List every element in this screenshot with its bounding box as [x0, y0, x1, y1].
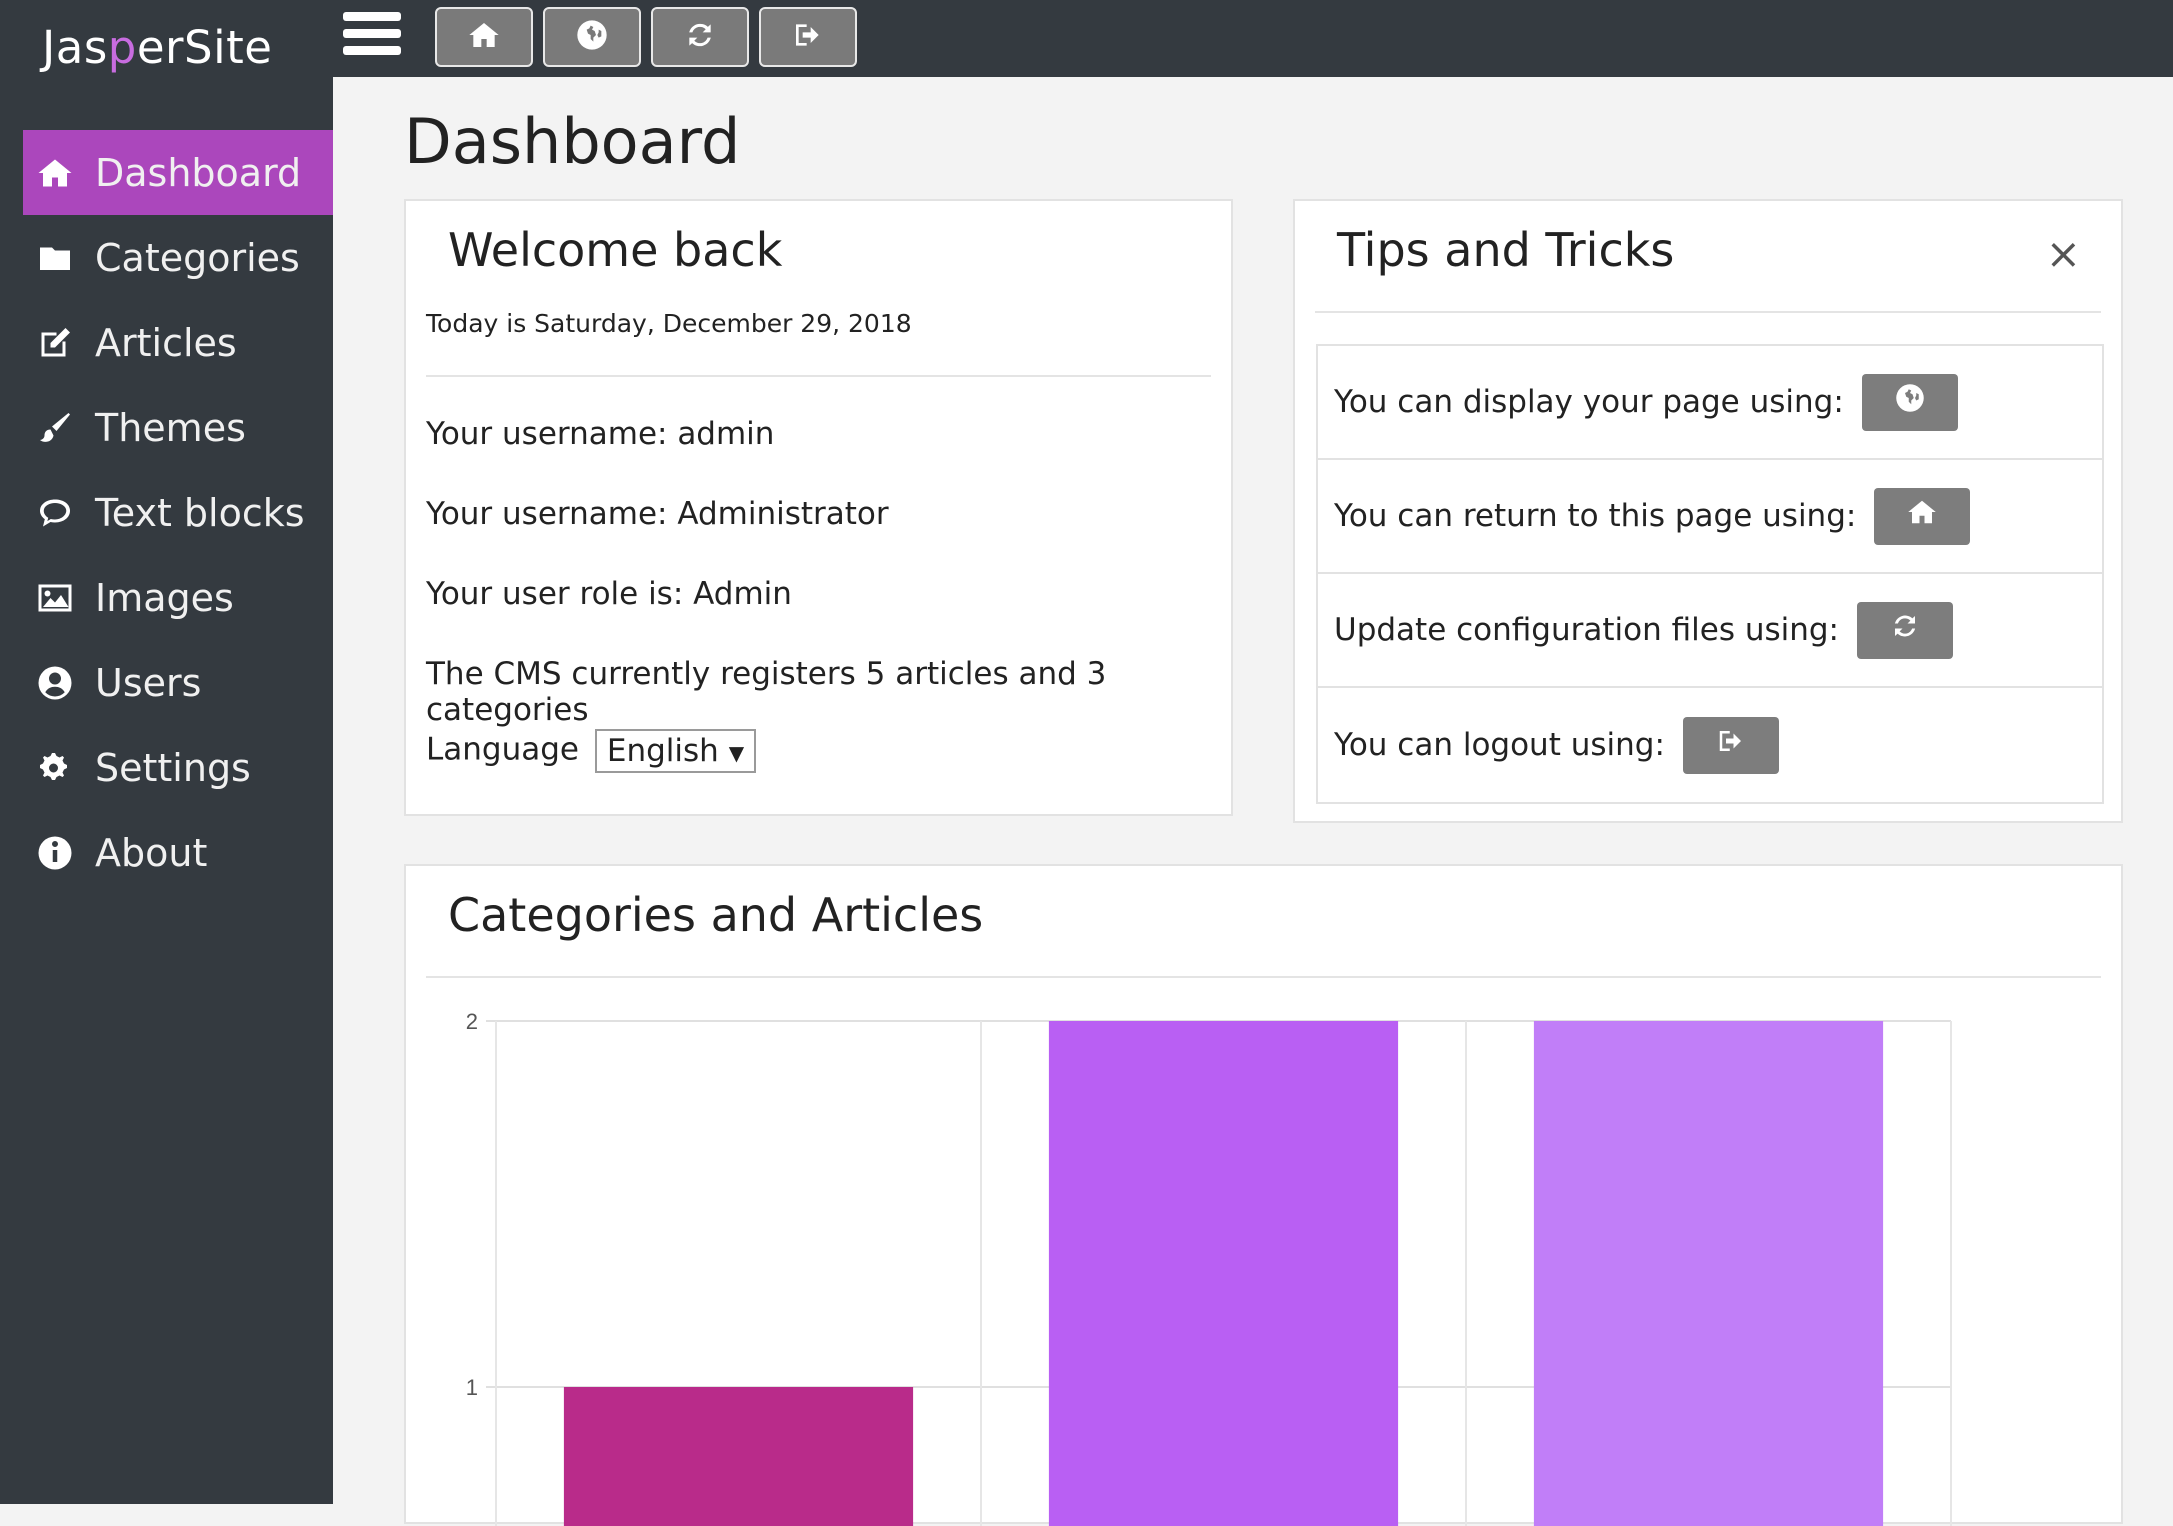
sidebar-item-categories[interactable]: Categories	[23, 215, 333, 300]
username-text: Your username: admin	[426, 416, 775, 452]
sidebar: JasperSite Dashboard Categories Articles…	[0, 0, 333, 1504]
sidebar-item-label: Themes	[95, 405, 246, 450]
welcome-card: Welcome back Today is Saturday, December…	[404, 199, 1233, 816]
sidebar-item-images[interactable]: Images	[23, 555, 333, 640]
fullname-text: Your username: Administrator	[426, 496, 889, 532]
image-icon	[37, 578, 87, 618]
chart-bar	[563, 1387, 914, 1526]
top-bar	[333, 0, 2173, 77]
welcome-title: Welcome back	[448, 223, 783, 277]
categories-articles-chart: 12	[466, 1009, 1952, 1526]
sidebar-item-about[interactable]: About	[23, 810, 333, 895]
globe-icon	[576, 19, 608, 55]
home-button[interactable]	[435, 7, 533, 67]
home-icon	[1907, 497, 1937, 535]
tips-title: Tips and Tricks	[1337, 223, 1675, 277]
logo-text: Jas	[42, 21, 108, 74]
language-select-value: English	[606, 733, 719, 769]
logout-icon	[792, 19, 824, 55]
cms-stats-text: The CMS currently registers 5 articles a…	[426, 656, 1107, 728]
view-site-button[interactable]	[543, 7, 641, 67]
sidebar-item-label: Users	[95, 660, 202, 705]
hamburger-icon	[343, 12, 401, 21]
logo-accent-letter: p	[107, 21, 137, 74]
home-icon	[468, 19, 500, 55]
user-circle-icon	[37, 663, 87, 703]
tips-list: You can display your page using: You can…	[1316, 344, 2104, 804]
edit-icon	[37, 323, 87, 363]
brush-icon	[37, 408, 87, 448]
sidebar-item-label: Settings	[95, 745, 251, 790]
sidebar-item-users[interactable]: Users	[23, 640, 333, 725]
sidebar-item-label: Text blocks	[95, 490, 305, 535]
caret-down-icon: ▼	[728, 740, 745, 765]
gears-icon	[37, 748, 87, 788]
tip-text: You can logout using:	[1334, 727, 1665, 763]
list-item: You can display your page using:	[1318, 346, 2102, 460]
home-button[interactable]	[1874, 487, 1971, 545]
page-title: Dashboard	[404, 105, 741, 178]
sidebar-item-label: Articles	[95, 320, 237, 365]
logo-text-rest: erSite	[136, 21, 273, 74]
refresh-icon	[684, 19, 716, 55]
list-item: You can return to this page using:	[1318, 460, 2102, 574]
language-row: Language English ▼	[426, 729, 757, 773]
logout-button[interactable]	[759, 7, 857, 67]
tip-text: You can return to this page using:	[1334, 498, 1857, 534]
sidebar-nav: Dashboard Categories Articles Themes Tex…	[23, 130, 333, 895]
sidebar-item-settings[interactable]: Settings	[23, 725, 333, 810]
chart-title: Categories and Articles	[448, 888, 984, 942]
divider	[426, 375, 1211, 377]
close-icon[interactable]: ×	[2045, 229, 2081, 278]
sidebar-item-dashboard[interactable]: Dashboard	[23, 130, 333, 215]
y-tick-label: 2	[466, 1009, 478, 1034]
y-tick-label: 1	[466, 1375, 478, 1400]
tip-text: Update configuration files using:	[1334, 612, 1840, 648]
sidebar-item-themes[interactable]: Themes	[23, 385, 333, 470]
user-role-text: Your user role is: Admin	[426, 576, 792, 612]
sidebar-item-label: Images	[95, 575, 234, 620]
language-select[interactable]: English ▼	[594, 729, 757, 773]
language-label: Language	[426, 731, 579, 768]
refresh-button[interactable]	[1857, 601, 1954, 659]
refresh-icon	[1890, 611, 1920, 649]
app-logo[interactable]: JasperSite	[42, 18, 272, 78]
sidebar-item-label: Dashboard	[95, 150, 302, 195]
sidebar-item-articles[interactable]: Articles	[23, 300, 333, 385]
sidebar-item-text-blocks[interactable]: Text blocks	[23, 470, 333, 555]
menu-toggle-button[interactable]	[343, 12, 401, 62]
chart-bar	[1048, 1021, 1399, 1526]
list-item: You can logout using:	[1318, 688, 2102, 802]
tip-text: You can display your page using:	[1334, 384, 1844, 420]
divider	[1315, 311, 2101, 313]
sidebar-item-label: Categories	[95, 235, 300, 280]
hamburger-icon	[343, 46, 401, 55]
home-icon	[37, 153, 87, 193]
view-site-button[interactable]	[1861, 373, 1958, 431]
info-icon	[37, 833, 87, 873]
globe-icon	[1895, 383, 1925, 421]
current-date: Today is Saturday, December 29, 2018	[426, 309, 912, 338]
chart-bar	[1533, 1021, 1884, 1526]
hamburger-icon	[343, 29, 401, 38]
refresh-button[interactable]	[651, 7, 749, 67]
tips-card: Tips and Tricks × You can display your p…	[1293, 199, 2123, 823]
logout-icon	[1716, 726, 1746, 764]
folder-icon	[37, 238, 87, 278]
logout-button[interactable]	[1682, 716, 1779, 774]
comment-icon	[37, 493, 87, 533]
sidebar-item-label: About	[95, 830, 208, 875]
list-item: Update configuration files using:	[1318, 574, 2102, 688]
divider	[426, 976, 2101, 978]
